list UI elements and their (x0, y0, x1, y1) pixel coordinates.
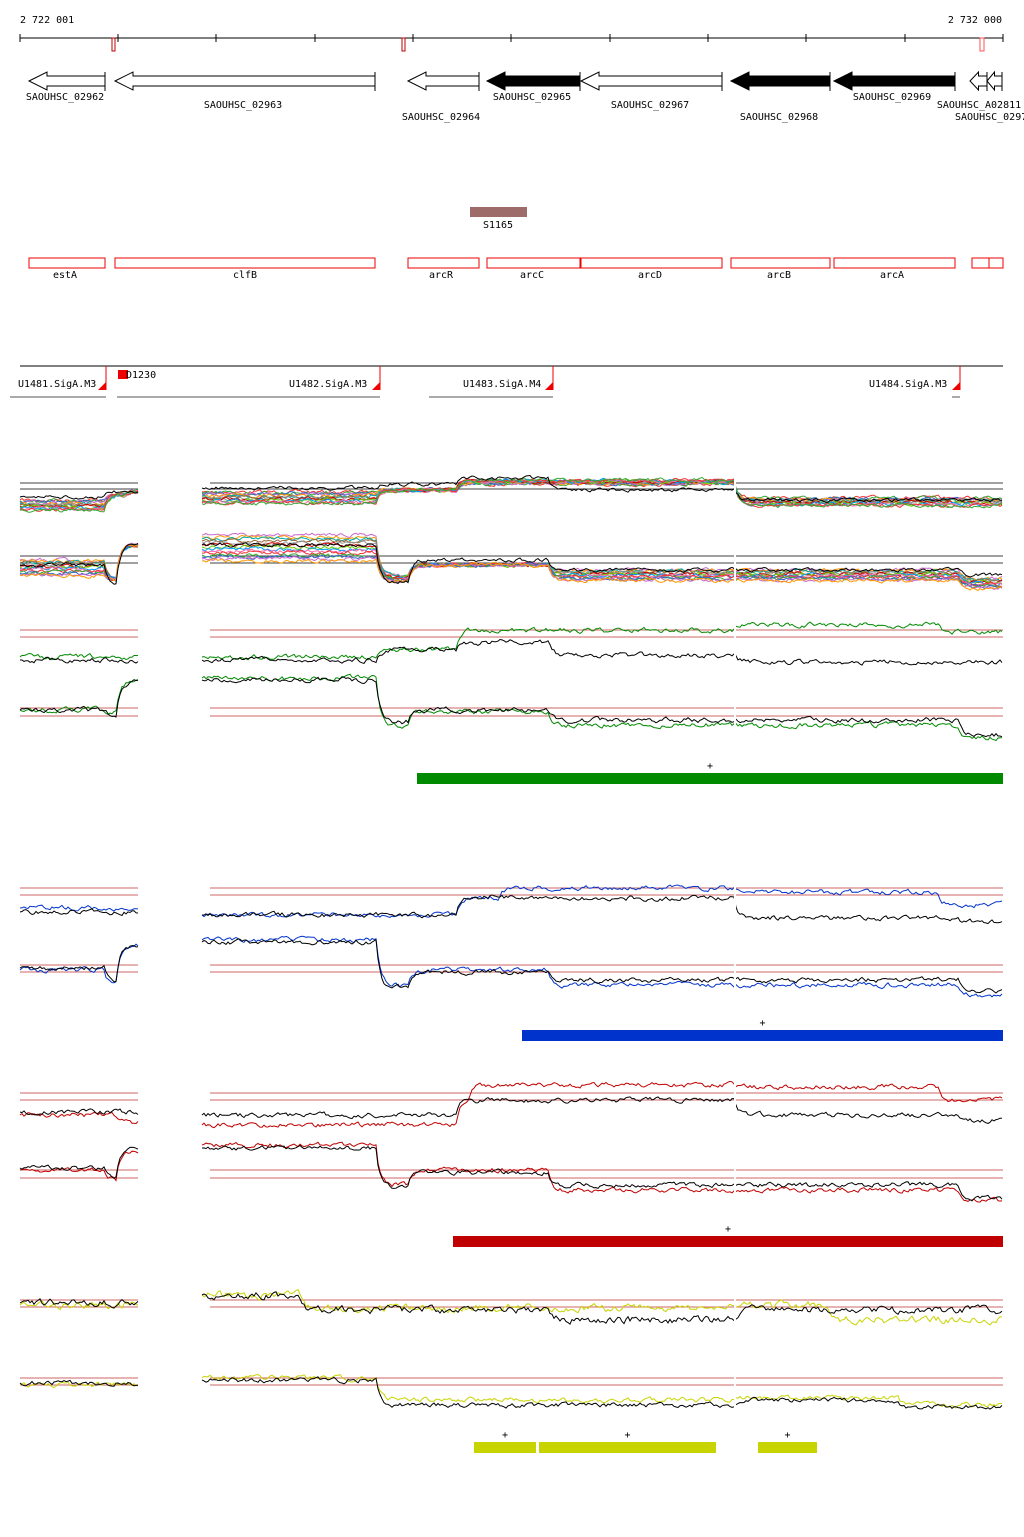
operon-gene-label: arcR (429, 270, 454, 281)
operon-gene-box[interactable] (486, 257, 581, 269)
signal-line (19, 1080, 1003, 1129)
transcription-unit-track: U1481.SigA.M3 D1230 U1482.SigA.M3 U1483.… (10, 365, 1003, 398)
gene-label[interactable]: SAOUHSC_02969 (853, 92, 931, 103)
tu-label[interactable]: U1482.SigA.M3 (289, 379, 367, 390)
operon-gene-label: arcA (880, 270, 904, 281)
gene-arrow[interactable] (969, 70, 988, 92)
gene-label[interactable]: SAOUHSC_02965 (493, 92, 571, 103)
signal-line (19, 543, 1003, 591)
strand-mark: + (784, 1430, 790, 1441)
expression-segment[interactable] (539, 1442, 716, 1453)
gene-arrow[interactable] (832, 71, 956, 91)
signal-line (19, 478, 1003, 509)
signal-line (19, 676, 1003, 738)
marker (401, 37, 406, 52)
strand-mark: + (707, 761, 713, 772)
expression-segment[interactable] (522, 1030, 1003, 1041)
gene-label[interactable]: SAOUHSC_0297 (955, 112, 1024, 123)
tu-label[interactable]: U1481.SigA.M3 (18, 379, 96, 390)
signal-line (19, 1373, 1003, 1409)
expression-segment[interactable] (417, 773, 1003, 784)
tu-label[interactable]: D1230 (126, 370, 156, 381)
expression-segment[interactable] (758, 1442, 817, 1453)
srna-label: S1165 (483, 220, 513, 231)
gene-label[interactable]: SAOUHSC_02967 (611, 100, 689, 111)
signal-line (19, 474, 1003, 503)
operon-gene-label: arcB (767, 270, 791, 281)
marker (979, 37, 985, 52)
signal-line (19, 542, 1003, 585)
gene-arrow[interactable] (113, 71, 376, 91)
strand-mark: + (759, 1018, 765, 1029)
operon-gene-label: estA (53, 270, 77, 281)
strand-mark: + (725, 1224, 731, 1235)
expression-segment[interactable] (474, 1442, 536, 1453)
gene-arrow[interactable] (485, 71, 581, 91)
signal-line (19, 938, 1003, 994)
operon-gene-label: arcC (520, 270, 544, 281)
signal-line (19, 894, 1003, 925)
gene-arrow[interactable] (27, 71, 106, 91)
signal-line (19, 621, 1003, 661)
operon-gene-label: clfB (233, 270, 257, 281)
ruler-end-label: 2 732 000 (948, 15, 1002, 26)
ruler: 2 722 001 2 732 000 (19, 15, 1004, 52)
operon-gene-box[interactable] (971, 257, 990, 269)
operon-gene-label: arcD (638, 270, 662, 281)
operon-gene-box[interactable] (833, 257, 956, 269)
srna-feature[interactable] (470, 207, 527, 217)
gene-arrow[interactable] (729, 71, 831, 91)
strand-mark: + (624, 1430, 630, 1441)
operon-gene-box[interactable] (28, 257, 106, 269)
operon-track: estA clfB arcR arcC arcD arcB arcA (28, 257, 1004, 281)
signal-line (19, 538, 1003, 583)
gene-label[interactable]: SAOUHSC_02962 (26, 92, 104, 103)
operon-gene-box[interactable] (580, 257, 723, 269)
operon-gene-box[interactable] (988, 257, 1004, 269)
marker (111, 37, 116, 52)
ruler-start-label: 2 722 001 (20, 15, 74, 26)
signal-line (19, 935, 1003, 998)
gene-arrow[interactable] (406, 71, 480, 91)
tu-label[interactable]: U1484.SigA.M3 (869, 379, 947, 390)
gene-label[interactable]: SAOUHSC_A02811 (937, 100, 1021, 111)
strand-mark: + (502, 1430, 508, 1441)
gene-label[interactable]: SAOUHSC_02968 (740, 112, 818, 123)
srna-track: S1165 (470, 207, 527, 231)
gene-arrow[interactable] (986, 70, 1003, 92)
expression-segment[interactable] (453, 1236, 1003, 1247)
operon-gene-box[interactable] (407, 257, 480, 269)
gene-label[interactable]: SAOUHSC_02964 (402, 112, 480, 123)
operon-gene-box[interactable] (114, 257, 376, 269)
expression-tracks (19, 474, 1003, 1420)
operon-gene-box[interactable] (730, 257, 831, 269)
signal-line (19, 544, 1003, 592)
signal-line (19, 1144, 1003, 1202)
signal-line (19, 673, 1002, 742)
gene-track: SAOUHSC_02962 SAOUHSC_02963 SAOUHSC_0296… (26, 70, 1024, 123)
signal-line (19, 1291, 1003, 1325)
signal-line (19, 1096, 1003, 1124)
signal-line (19, 1376, 1003, 1410)
signal-line (19, 884, 1003, 918)
signal-line (20, 638, 1003, 666)
gene-arrow[interactable] (579, 71, 723, 91)
tu-label[interactable]: U1483.SigA.M4 (463, 379, 541, 390)
signal-line (19, 476, 1003, 513)
gene-label[interactable]: SAOUHSC_02963 (204, 100, 282, 111)
